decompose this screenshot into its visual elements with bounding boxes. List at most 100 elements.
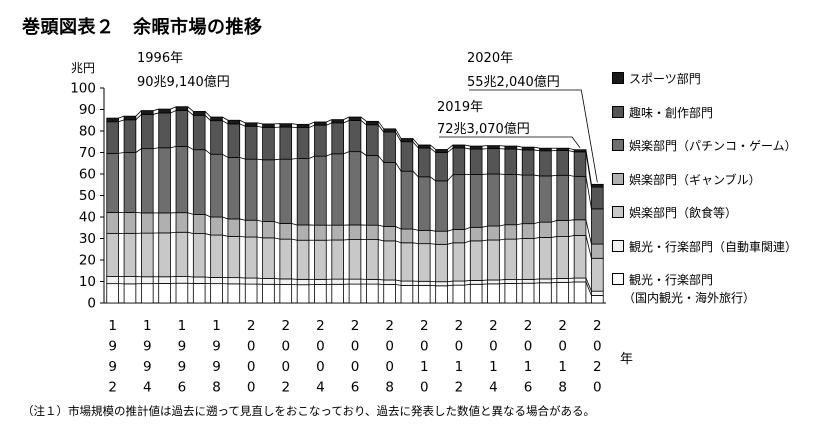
bar-segment [539, 147, 552, 152]
series-connector-line [585, 281, 592, 296]
legend-label: 趣味・創作部門 [629, 105, 714, 120]
bar-segment [400, 141, 414, 172]
series-connector-line [135, 114, 142, 121]
series-connector-line [378, 239, 384, 242]
series-connector-line [568, 174, 575, 177]
series-connector-line [256, 158, 263, 161]
series-connector-line [187, 231, 194, 234]
series-connector-line [256, 125, 263, 128]
bar-segment [331, 153, 344, 226]
bar-segment [417, 243, 431, 282]
bar-segment [452, 242, 466, 282]
bar-segment [521, 146, 535, 151]
y-tick-label: 60 [79, 167, 96, 183]
bar-segment [314, 124, 327, 157]
bar-segment [348, 116, 362, 121]
series-connector-line [516, 148, 523, 151]
series-connector-line [291, 238, 298, 241]
legend-label: 観光・行楽部門 [629, 273, 714, 287]
bar-segment [573, 219, 587, 236]
series-connector-line [395, 131, 402, 142]
series-connector-line [308, 124, 315, 128]
bar-segment [417, 280, 431, 286]
bar-segment [175, 146, 189, 214]
bar-segment [452, 284, 466, 304]
series-connector-line [239, 119, 246, 124]
series-connector-line [204, 149, 211, 155]
series-connector-line [153, 108, 159, 111]
bar-segment [383, 131, 396, 163]
series-connector-line [256, 219, 263, 222]
bar-segment [366, 224, 379, 240]
bar-segment [140, 232, 154, 278]
bar-segment [573, 235, 587, 279]
series-connector-line [222, 116, 229, 121]
bar-segment [262, 237, 275, 279]
y-tick-label: 70 [79, 145, 96, 161]
series-connector-line [274, 221, 281, 224]
series-connector-line [239, 123, 246, 127]
bar-segment [417, 176, 431, 231]
bar-segment [227, 235, 241, 279]
bar-segment [227, 123, 241, 158]
bar-segment [539, 221, 552, 238]
bar-segment [331, 119, 344, 124]
bar-segment [227, 283, 241, 304]
bar-segment [262, 221, 275, 239]
series-connector-line [308, 155, 315, 159]
series-connector-line [170, 110, 177, 114]
bar-segment [140, 212, 154, 234]
bar-segment [435, 230, 448, 245]
bar-segment [158, 232, 171, 278]
series-connector-line [377, 155, 385, 163]
y-tick-label: 20 [79, 253, 96, 269]
legend-label: 観光・行楽部門（自動車関連） [629, 239, 798, 254]
bar-segment [158, 147, 171, 214]
series-connector-line [412, 228, 419, 231]
bar-segment [452, 174, 466, 230]
bar-segment [227, 157, 241, 220]
bar-segment [539, 175, 552, 223]
bar-segment [469, 148, 483, 175]
bar-segment [244, 236, 258, 279]
series-connector-line [481, 225, 488, 228]
bar-segment [106, 152, 119, 213]
bar-segment [469, 283, 483, 304]
series-connector-line [204, 111, 211, 118]
bar-segment [504, 145, 518, 150]
legend-swatch [612, 105, 624, 118]
series-connector-line [377, 121, 385, 130]
bar-segment [487, 239, 500, 281]
legend-label: 娯楽部門（パチンコ・ゲーム） [629, 139, 797, 153]
bar-segment [279, 284, 293, 304]
series-connector-line [430, 229, 436, 232]
legend-swatch [612, 239, 624, 252]
bar-segment [331, 224, 344, 241]
series-connector-line [135, 110, 142, 117]
bar-segment [435, 243, 448, 283]
bar-segment [296, 224, 310, 241]
bar-segment [539, 150, 552, 177]
bar-segment [435, 149, 448, 153]
series-connector-line [464, 240, 471, 244]
bar-segment [123, 232, 137, 277]
bar-segment [227, 218, 241, 237]
series-connector-line [222, 216, 229, 220]
bar-segment [348, 151, 362, 226]
bar-segment [192, 233, 206, 278]
series-connector-line [447, 174, 454, 182]
bar-segment [504, 174, 518, 226]
bar-segment [348, 239, 362, 280]
bar-segment [469, 226, 483, 242]
series-connector-line [429, 144, 436, 150]
bar-segment [573, 151, 587, 177]
bar-segment [244, 283, 258, 304]
bar-segment [417, 144, 431, 149]
bar-segment [383, 161, 396, 227]
bar-segment [383, 240, 396, 281]
series-connector-line [585, 149, 592, 185]
